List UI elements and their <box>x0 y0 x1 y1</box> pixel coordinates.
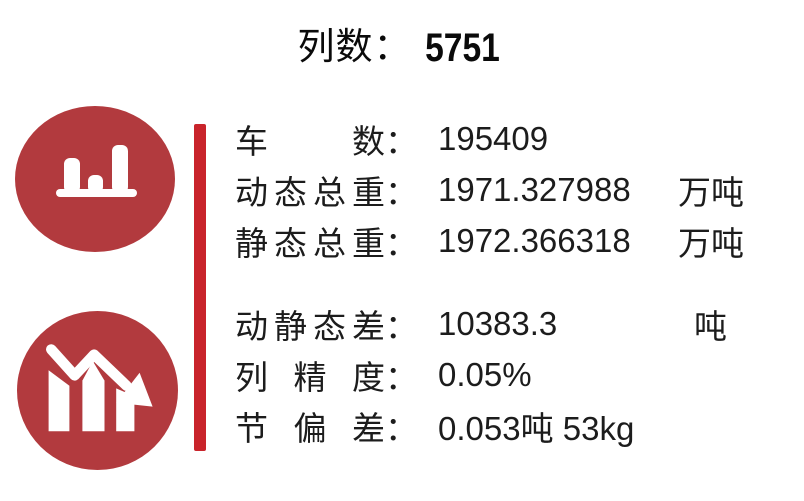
vertical-divider <box>194 124 206 451</box>
stat-value: 1972.366318 <box>438 221 631 259</box>
page-title: 列数： 5751 <box>0 16 804 71</box>
stat-value: 10383.3 <box>438 304 558 342</box>
stat-unit: 万吨 <box>678 224 744 262</box>
stat-label: 动态总重 <box>235 173 385 211</box>
stats-badge-top <box>15 106 175 252</box>
weight-stats-group: 车数 ： 195409 动态总重 ： 1971.327988 万吨 静态总重 ：… <box>235 113 795 266</box>
stats-panel: 车数 ： 195409 动态总重 ： 1971.327988 万吨 静态总重 ：… <box>235 113 795 451</box>
accuracy-stats-group: 动静态差 ： 10383.3 吨 列精度 ： 0.05% 节偏差 ： 0.053… <box>235 298 795 451</box>
stat-colon: ： <box>385 307 418 345</box>
stat-value: 195409 <box>438 119 549 157</box>
title-colon: ： <box>373 26 412 67</box>
stat-colon: ： <box>385 358 418 396</box>
stats-badge-bottom <box>17 311 178 470</box>
stat-unit: 吨 <box>694 307 727 345</box>
stat-value: 0.053吨 53kg <box>438 409 635 447</box>
stat-label: 静态总重 <box>235 224 385 262</box>
stat-row-train-precision: 列精度 ： 0.05% <box>235 349 795 400</box>
bar-chart-icon <box>30 129 160 229</box>
stat-label: 动静态差 <box>235 307 385 345</box>
stat-value: 0.05% <box>438 355 532 393</box>
stat-colon: ： <box>385 409 418 447</box>
stat-value: 1971.327988 <box>438 170 631 208</box>
stat-row-car-count: 车数 ： 195409 <box>235 113 795 164</box>
stat-colon: ： <box>385 122 418 160</box>
stat-row-static-total-weight: 静态总重 ： 1972.366318 万吨 <box>235 215 795 266</box>
title-label: 列数 <box>297 26 374 67</box>
stat-label: 节偏差 <box>235 409 385 447</box>
stat-row-dynamic-static-diff: 动静态差 ： 10383.3 吨 <box>235 298 795 349</box>
stat-unit: 万吨 <box>678 173 744 211</box>
stat-row-dynamic-total-weight: 动态总重 ： 1971.327988 万吨 <box>235 164 795 215</box>
stat-row-section-deviation: 节偏差 ： 0.053吨 53kg <box>235 400 795 451</box>
stat-label: 列精度 <box>235 358 385 396</box>
title-value: 5751 <box>424 26 500 70</box>
stat-label: 车数 <box>235 122 385 160</box>
stat-colon: ： <box>385 224 418 262</box>
declining-trend-icon <box>33 326 163 456</box>
stat-colon: ： <box>385 173 418 211</box>
